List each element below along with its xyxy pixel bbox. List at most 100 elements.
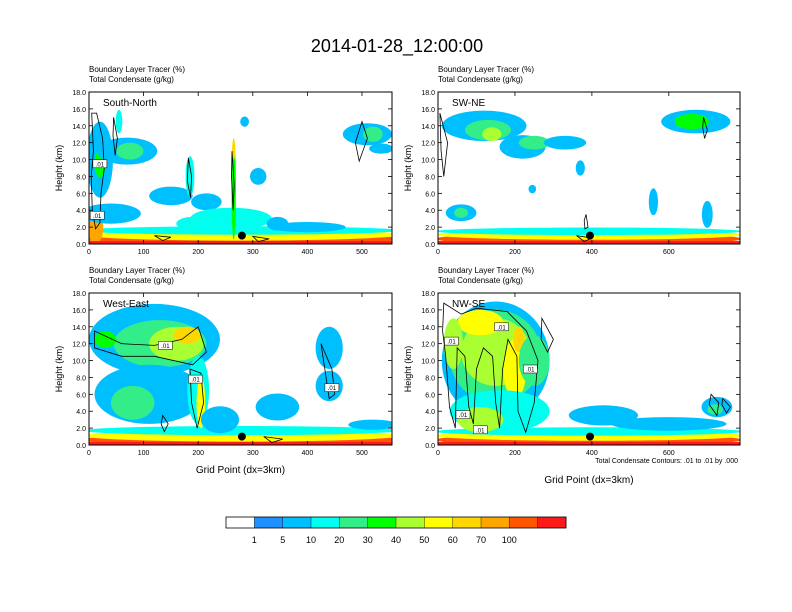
colorbar-swatch [396, 517, 425, 528]
y-tick-label: 10.0 [72, 158, 86, 165]
plot-frame [88, 292, 393, 446]
y-tick-label: 2.0 [425, 225, 435, 232]
x-tick-label: 300 [247, 450, 259, 457]
condensate-contour [90, 112, 105, 230]
panel-section-label: SW-NE [452, 98, 485, 109]
condensate-contour [94, 326, 207, 366]
tracer-blob [348, 419, 392, 430]
tracer-blob [369, 143, 392, 154]
tracer-blob [513, 326, 525, 353]
panel-var-condensate: Total Condensate (g/kg) [438, 75, 523, 84]
tracer-blob [185, 156, 195, 197]
tracer-blob [89, 426, 392, 436]
colorbar-label: 60 [448, 535, 458, 545]
x-tick-label: 600 [663, 249, 675, 256]
y-tick-label: 10.0 [421, 158, 435, 165]
colorbar-swatch [367, 517, 397, 528]
surface-band [438, 241, 740, 244]
y-tick-label: 12.0 [421, 342, 435, 349]
tracer-blob [454, 207, 468, 218]
colorbar-label: 30 [363, 535, 373, 545]
y-tick-label: 8.0 [425, 375, 435, 382]
surface-band [89, 241, 392, 244]
condensate-contour [231, 151, 235, 211]
condensate-contour [160, 414, 169, 433]
figure-title: 2014-01-28_12:00:00 [311, 36, 483, 57]
condensate-contours [90, 112, 368, 242]
tracer-blob [266, 216, 289, 231]
panel-3: .01 .01 .01 .01 .01 0.0 2.0 4.0 6.0 8.0 10.0 12.0 14… [403, 266, 741, 486]
location-marker [237, 432, 246, 441]
y-tick-label: 16.0 [72, 107, 86, 114]
x-tick-label: 400 [302, 249, 314, 256]
condensate-contour [702, 117, 708, 139]
plot-frame [437, 91, 741, 245]
tracer-blob [240, 116, 250, 127]
panel-2: .01 .01 .01 0.0 2.0 4.0 6.0 8.0 10.0 12.0 14.0 16.0… [54, 266, 393, 476]
tracer-blob [528, 184, 537, 194]
contour-label-box [455, 410, 471, 419]
x-tick-label: 400 [586, 249, 598, 256]
x-tick-label: 400 [586, 450, 598, 457]
y-tick-label: 18.0 [421, 291, 435, 298]
condensate-contour [320, 343, 336, 400]
x-tick-label: 500 [356, 450, 368, 457]
y-tick-label: 10.0 [421, 359, 435, 366]
tracer-blob [250, 168, 267, 185]
contour-label-box [158, 341, 173, 350]
condensate-contour [576, 235, 594, 242]
y-tick-label: 6.0 [76, 392, 86, 399]
y-tick-label: 12.0 [72, 141, 86, 148]
tracer-blob [115, 109, 123, 134]
y-tick-label: 0.0 [76, 443, 86, 450]
contour-label-box [324, 383, 340, 392]
x-tick-label: 0 [436, 249, 440, 256]
panel-section-label: West-East [103, 299, 149, 310]
colorbar-swatch [509, 517, 538, 528]
y-tick-label: 0.0 [425, 242, 435, 249]
y-tick-label: 2.0 [76, 426, 86, 433]
tracer-blob [648, 188, 659, 216]
surface-band [89, 442, 392, 445]
contour-label-box [188, 374, 203, 384]
colorbar-label: 70 [476, 535, 486, 545]
y-tick-label: 4.0 [76, 409, 86, 416]
tracer-field [89, 109, 392, 244]
y-tick-label: 2.0 [425, 426, 435, 433]
plot-frame [88, 91, 393, 245]
y-tick-label: 10.0 [72, 359, 86, 366]
x-tick-label: 200 [509, 249, 521, 256]
colorbar-swatch [226, 517, 255, 528]
condensate-contour [251, 235, 270, 242]
y-tick-label: 12.0 [72, 342, 86, 349]
tracer-blob [116, 142, 144, 160]
panel-section-label: South-North [103, 98, 157, 109]
tracer-blob [255, 393, 300, 421]
colorbar-swatch [452, 517, 482, 528]
y-tick-label: 4.0 [425, 208, 435, 215]
condensate-contour [439, 112, 449, 177]
tracer-blob [438, 227, 740, 236]
y-tick-label: 14.0 [421, 124, 435, 131]
condensate-contours [439, 112, 708, 242]
y-tick-label: 8.0 [76, 375, 86, 382]
y-tick-label: 16.0 [72, 308, 86, 315]
y-tick-label: 12.0 [421, 141, 435, 148]
x-tick-label: 300 [247, 249, 259, 256]
contour-label: .01 [447, 340, 456, 346]
surface-band [438, 442, 740, 445]
x-tick-label: 400 [302, 450, 314, 457]
y-tick-label: 6.0 [425, 392, 435, 399]
condensate-contours [442, 302, 731, 434]
x-tick-label: 100 [138, 450, 150, 457]
tracer-blob [232, 139, 236, 160]
tracer-blob [701, 200, 713, 228]
condensate-contours [94, 326, 336, 443]
colorbar-swatch [339, 517, 368, 528]
location-marker [586, 432, 594, 441]
condensate-contour [354, 120, 368, 163]
y-tick-label: 8.0 [76, 174, 86, 181]
contour-label: .01 [526, 368, 535, 374]
contour-label: .01 [161, 344, 170, 350]
y-tick-label: 18.0 [72, 90, 86, 97]
